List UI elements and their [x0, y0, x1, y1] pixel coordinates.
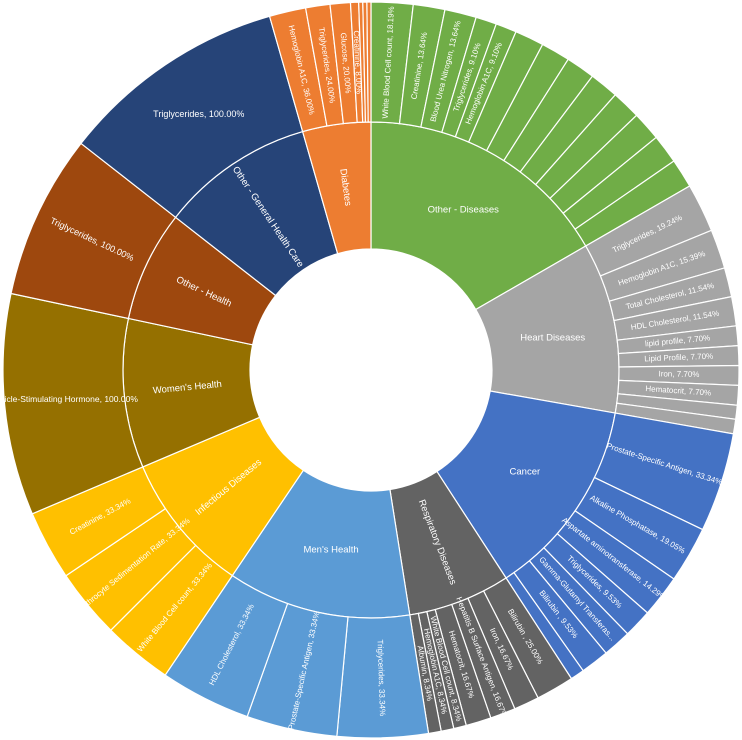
- leaf-label-diabetes-creatinine: Creatinine, 8.00%: [352, 30, 364, 94]
- leaf-label-women-s-health-follicle-stimulating-hormone: Follicle-Stimulating Hormone, 100.00%: [0, 394, 138, 404]
- category-label-diabetes: Diabetes: [337, 168, 353, 207]
- leaf-label-heart-diseases-iron: Iron, 7.70%: [658, 369, 699, 379]
- center-hole: [250, 249, 492, 491]
- leaf-label-heart-diseases-lipid-profile: Lipid Profile, 7.70%: [644, 352, 713, 364]
- leaf-label-men-s-health-triglycerides: Triglycerides, 33.34%: [376, 639, 387, 716]
- category-label-cancer: Cancer: [510, 466, 541, 477]
- category-label-other-diseases: Other - Diseases: [428, 205, 500, 216]
- leaf-segment-diabetes-unlabeled-6: [366, 1, 372, 123]
- category-label-men-s-health: Men's Health: [303, 545, 358, 556]
- inner-ring: [122, 121, 620, 619]
- category-label-heart-diseases: Heart Diseases: [520, 332, 585, 343]
- leaf-label-other-general-health-care-triglycerides: Triglycerides, 100.00%: [153, 109, 244, 119]
